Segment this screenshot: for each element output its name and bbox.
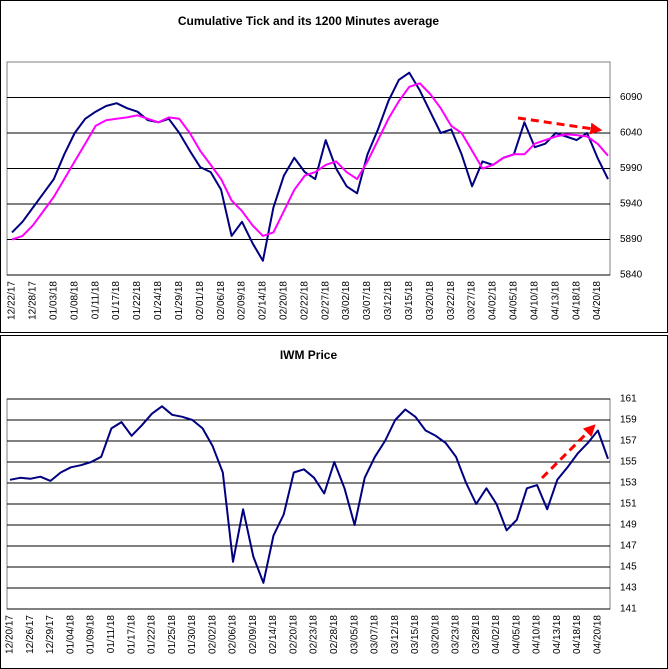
x-tick-label: 04/05/18 xyxy=(509,281,520,320)
trend-arrow xyxy=(517,116,603,135)
x-tick-label: 01/08/18 xyxy=(69,281,80,320)
chart-title: Cumulative Tick and its 1200 Minutes ave… xyxy=(178,14,440,28)
x-tick-label: 01/11/18 xyxy=(106,615,117,654)
y-tick-label: 6090 xyxy=(620,92,643,103)
y-tick-label: 5940 xyxy=(620,199,643,210)
x-tick-label: 04/10/18 xyxy=(532,615,543,654)
x-tick-label: 02/27/18 xyxy=(320,281,331,320)
y-tick-label: 141 xyxy=(620,604,637,615)
y-tick-label: 149 xyxy=(620,520,637,531)
x-tick-label: 03/23/18 xyxy=(451,615,462,654)
x-tick-label: 04/02/18 xyxy=(491,615,502,654)
x-tick-label: 02/28/18 xyxy=(329,615,340,654)
x-tick-label: 12/20/17 xyxy=(5,615,16,654)
x-tick-label: 02/09/18 xyxy=(248,615,259,654)
x-tick-label: 01/09/18 xyxy=(86,615,97,654)
x-tick-label: 04/05/18 xyxy=(511,615,522,654)
x-tick-label: 12/28/17 xyxy=(28,281,39,320)
x-tick-label: 01/11/18 xyxy=(90,281,101,320)
x-tick-label: 01/17/18 xyxy=(126,615,137,654)
x-tick-label: 02/09/18 xyxy=(237,281,248,320)
x-tick-label: 01/30/18 xyxy=(187,615,198,654)
y-tick-label: 5990 xyxy=(620,163,643,174)
x-tick-label: 02/22/18 xyxy=(299,281,310,320)
chart-title: IWM Price xyxy=(280,348,338,362)
x-tick-label: 03/12/18 xyxy=(383,281,394,320)
y-tick-label: 5890 xyxy=(620,234,643,245)
x-tick-label: 12/29/17 xyxy=(45,615,56,654)
charts: Cumulative Tick and its 1200 Minutes ave… xyxy=(5,14,643,654)
y-tick-label: 147 xyxy=(620,541,637,552)
data-line xyxy=(9,405,609,584)
x-tick-label: 04/18/18 xyxy=(571,281,582,320)
x-tick-label: 04/20/18 xyxy=(593,615,604,654)
x-tick-label: 03/15/18 xyxy=(410,615,421,654)
x-tick-label: 02/01/18 xyxy=(195,281,206,320)
y-tick-label: 157 xyxy=(620,436,637,447)
x-tick-label: 02/20/18 xyxy=(279,281,290,320)
x-tick-label: 03/28/18 xyxy=(471,615,482,654)
x-tick-label: 02/20/18 xyxy=(288,615,299,654)
x-tick-label: 03/27/18 xyxy=(467,281,478,320)
y-tick-label: 161 xyxy=(620,394,637,405)
y-tick-label: 5840 xyxy=(620,270,643,281)
x-tick-label: 01/04/18 xyxy=(65,615,76,654)
x-tick-label: 04/10/18 xyxy=(529,281,540,320)
x-tick-label: 03/05/18 xyxy=(349,615,360,654)
x-tick-label: 04/13/18 xyxy=(550,281,561,320)
y-tick-label: 143 xyxy=(620,583,637,594)
x-tick-label: 01/25/18 xyxy=(167,615,178,654)
x-tick-label: 01/17/18 xyxy=(111,281,122,320)
x-tick-label: 01/03/18 xyxy=(48,281,59,320)
x-tick-label: 02/02/18 xyxy=(207,615,218,654)
x-tick-label: 03/20/18 xyxy=(425,281,436,320)
x-tick-label: 01/24/18 xyxy=(153,281,164,320)
x-tick-label: 12/26/17 xyxy=(25,615,36,654)
x-tick-label: 01/22/18 xyxy=(132,281,143,320)
x-tick-label: 02/06/18 xyxy=(228,615,239,654)
x-tick-label: 01/29/18 xyxy=(174,281,185,320)
x-tick-label: 12/22/17 xyxy=(7,281,18,320)
x-tick-label: 04/13/18 xyxy=(552,615,563,654)
x-tick-label: 04/20/18 xyxy=(592,281,603,320)
x-tick-label: 01/22/18 xyxy=(147,615,158,654)
x-tick-label: 02/14/18 xyxy=(268,615,279,654)
x-tick-label: 04/02/18 xyxy=(488,281,499,320)
y-tick-label: 145 xyxy=(620,562,637,573)
y-tick-label: 151 xyxy=(620,499,637,510)
x-tick-label: 03/02/18 xyxy=(341,281,352,320)
data-line xyxy=(11,82,609,241)
x-tick-label: 02/06/18 xyxy=(216,281,227,320)
y-tick-label: 6040 xyxy=(620,128,643,139)
y-tick-label: 153 xyxy=(620,478,637,489)
x-tick-label: 03/15/18 xyxy=(404,281,415,320)
y-tick-label: 159 xyxy=(620,415,637,426)
x-tick-label: 03/07/18 xyxy=(362,281,373,320)
x-tick-label: 04/18/18 xyxy=(572,615,583,654)
x-tick-label: 03/22/18 xyxy=(446,281,457,320)
x-tick-label: 02/23/18 xyxy=(309,615,320,654)
x-tick-label: 03/20/18 xyxy=(430,615,441,654)
y-tick-label: 155 xyxy=(620,457,637,468)
x-tick-label: 03/12/18 xyxy=(390,615,401,654)
x-tick-label: 02/14/18 xyxy=(258,281,269,320)
x-tick-label: 03/07/18 xyxy=(370,615,381,654)
